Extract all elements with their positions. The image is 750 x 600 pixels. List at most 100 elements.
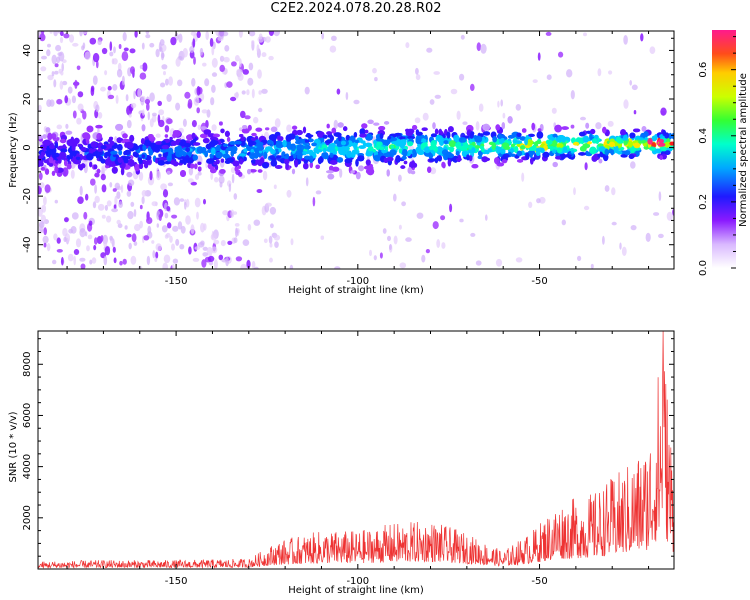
- spectrogram-band-cell: [329, 159, 338, 165]
- spectrogram-noise-cell: [185, 198, 190, 208]
- spectrogram-band-cell: [189, 158, 194, 164]
- spectrogram-noise-cell: [223, 56, 230, 63]
- spectrogram-band-cell: [615, 145, 619, 154]
- spectrogram-band-cell: [295, 135, 299, 142]
- spectrogram-noise-cell: [214, 176, 219, 183]
- spectrogram-noise-cell: [56, 124, 63, 130]
- spectrogram-noise-cell: [470, 232, 476, 237]
- spectrogram-band-cell: [528, 146, 535, 152]
- spectrogram-band-cell: [390, 145, 395, 149]
- spectrogram-band-cell: [651, 135, 657, 142]
- spectrogram-noise-cell: [130, 66, 135, 74]
- spectrogram-band-cell: [519, 136, 526, 141]
- spectrogram-band-cell: [559, 153, 567, 160]
- spectrogram-noise-cell: [536, 198, 541, 204]
- spectrogram-band-cell: [290, 143, 297, 152]
- spectrogram-noise-cell: [140, 96, 145, 106]
- spectrogram-noise-cell: [221, 56, 225, 60]
- spectrogram-noise-cell: [213, 259, 218, 269]
- spectrogram-noise-cell: [70, 169, 75, 179]
- spectrogram-band-cell: [241, 128, 250, 134]
- spectrogram-band-cell: [591, 138, 598, 144]
- spectrogram-noise-cell: [160, 82, 166, 88]
- spectrogram-band-cell: [226, 157, 234, 163]
- spectrogram-noise-cell: [658, 233, 664, 239]
- spectrogram-noise-cell: [114, 136, 118, 145]
- spectrogram-noise-cell: [145, 34, 151, 39]
- spectrogram-band-cell: [217, 140, 222, 146]
- spectrogram-band-cell: [247, 124, 252, 131]
- spectrogram-noise-cell: [202, 252, 208, 257]
- spectrogram-noise-cell: [109, 235, 113, 241]
- spectrogram-noise-cell: [120, 184, 124, 193]
- spectrogram-noise-cell: [478, 103, 484, 112]
- spectrogram-noise-cell: [53, 31, 58, 37]
- spectrogram-noise-cell: [414, 117, 421, 124]
- spectrogram-noise-cell: [185, 215, 191, 225]
- spectrogram-band-cell: [126, 141, 134, 149]
- spectrogram-noise-cell: [197, 124, 202, 130]
- spectrogram-band-cell: [402, 148, 408, 157]
- spectrogram-noise-cell: [76, 65, 81, 71]
- spectrogram-noise-cell: [164, 125, 170, 133]
- spectrogram-band-cell: [204, 150, 209, 158]
- spectrogram-noise-cell: [141, 190, 147, 197]
- spectrogram-noise-cell: [101, 184, 107, 193]
- spectrogram-noise-cell: [73, 255, 76, 266]
- spectrogram-band-cell: [521, 128, 527, 133]
- spectrogram-band-cell: [590, 128, 596, 135]
- spectrogram-noise-cell: [116, 191, 121, 200]
- spectrogram-noise-cell: [577, 255, 582, 261]
- spectrogram-band-cell: [440, 131, 444, 136]
- spectrogram-band-cell: [573, 141, 580, 146]
- spectrogram-noise-cell: [528, 201, 533, 208]
- spectrogram-noise-cell: [79, 31, 83, 37]
- spectrogram-band-cell: [551, 139, 558, 147]
- spectrogram-band-cell: [494, 146, 502, 150]
- spectrogram-band-cell: [617, 139, 624, 144]
- spectrogram-noise-cell: [103, 238, 108, 248]
- spectrogram-band-cell: [330, 142, 336, 148]
- spectrogram-band-cell: [608, 141, 616, 148]
- spectrogram-noise-cell: [258, 90, 262, 95]
- spectrogram-x-tick-label: -150: [165, 276, 188, 287]
- spectrogram-noise-cell: [75, 238, 82, 248]
- spectrogram-band-cell: [326, 170, 334, 174]
- spectrogram-band-cell: [161, 156, 166, 161]
- spectrogram-noise-cell: [145, 31, 150, 35]
- spectrogram-band-cell: [564, 154, 572, 158]
- spectrogram-band-cell: [104, 151, 112, 157]
- spectrogram-band-cell: [316, 149, 323, 153]
- spectrogram-noise-cell: [149, 92, 155, 102]
- spectrogram-noise-cell: [138, 171, 144, 181]
- spectrogram-noise-cell: [177, 79, 183, 87]
- spectrogram-band-cell: [453, 134, 460, 142]
- spectrogram-noise-cell: [353, 99, 360, 105]
- spectrogram-noise-cell: [191, 77, 196, 87]
- spectrogram-band-cell: [192, 142, 201, 146]
- spectrogram-band-cell: [507, 116, 513, 124]
- spectrogram-noise-cell: [179, 198, 185, 202]
- spectrogram-band-cell: [240, 136, 245, 142]
- spectrogram-band-cell: [471, 147, 476, 153]
- spectrogram-noise-cell: [96, 60, 99, 69]
- spectrogram-noise-cell: [429, 99, 435, 105]
- spectrogram-noise-cell: [201, 259, 207, 268]
- spectrogram-band-cell: [479, 133, 484, 138]
- spectrogram-band-cell: [47, 132, 53, 141]
- spectrogram-noise-cell: [194, 174, 200, 180]
- spectrogram-band-cell: [395, 155, 401, 163]
- spectrogram-noise-cell: [630, 225, 637, 231]
- spectrogram-band-cell: [466, 154, 470, 161]
- spectrogram-noise-cell: [116, 219, 121, 225]
- spectrogram-noise-cell: [398, 224, 402, 230]
- spectrogram-noise-cell: [226, 81, 233, 88]
- spectrogram-noise-cell: [441, 242, 446, 249]
- spectrogram-noise-cell: [97, 203, 105, 211]
- spectrogram-noise-cell: [190, 31, 197, 36]
- spectrogram-noise-cell: [76, 117, 82, 125]
- spectrogram-band-cell: [410, 170, 416, 175]
- spectrogram-noise-cell: [71, 212, 79, 220]
- colorbar-tick-label: 0.6: [698, 62, 709, 78]
- spectrogram-band-cell: [455, 150, 460, 156]
